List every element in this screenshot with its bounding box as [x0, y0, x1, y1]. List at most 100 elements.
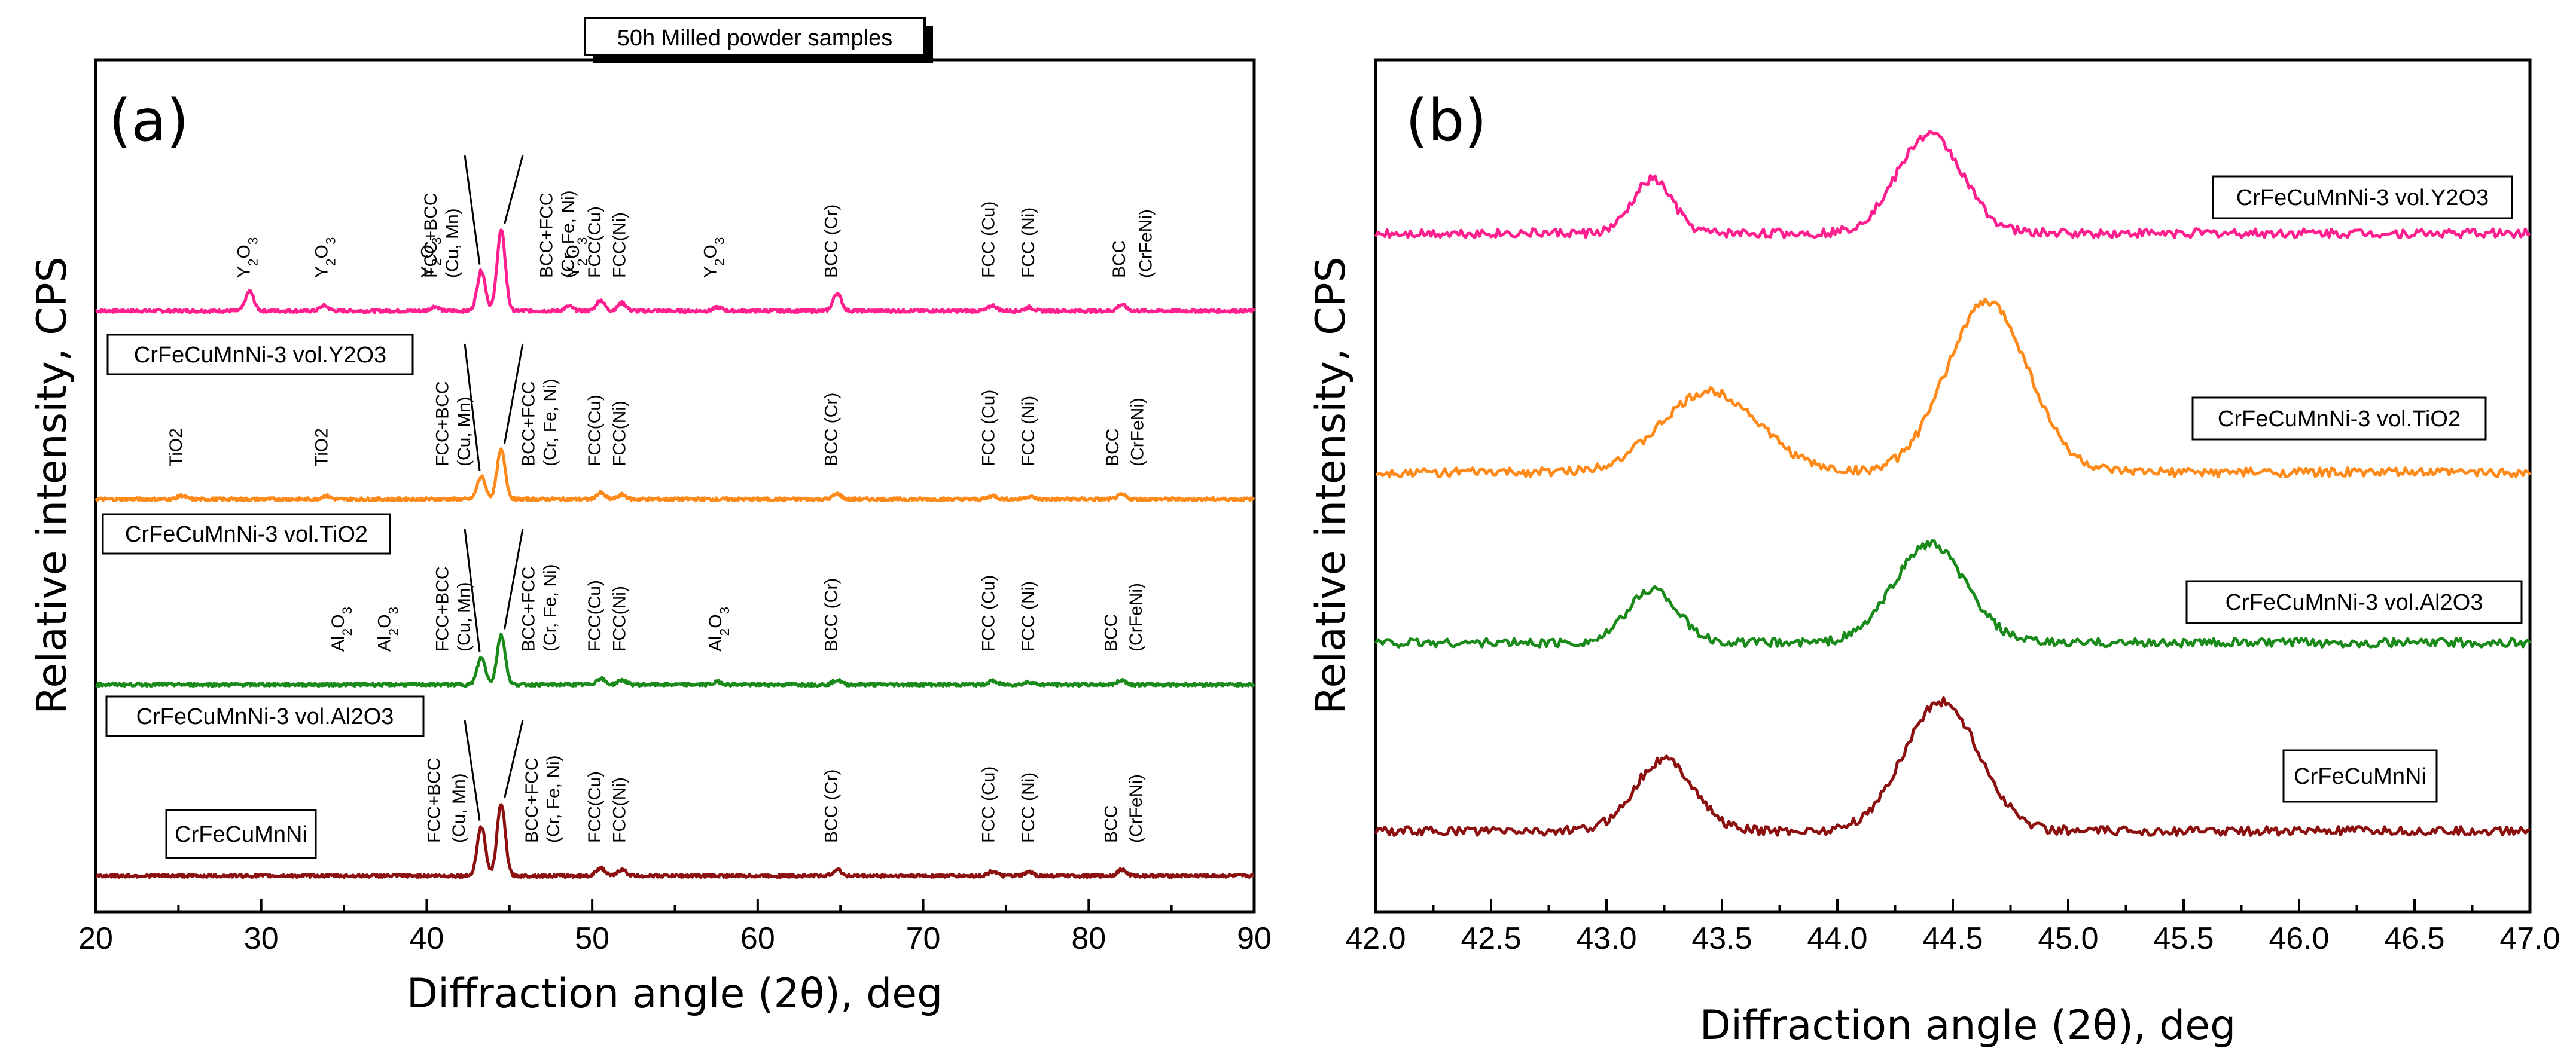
panel-a-legend-2: CrFeCuMnNi-3 vol.Al2O3	[105, 695, 425, 737]
panel-a-trace-0	[94, 228, 1256, 314]
panel-a-arrow	[464, 343, 481, 471]
panel-a-annotation: (Cr, Fe, Ni)	[544, 755, 563, 843]
panel-a-xtick-label: 70	[906, 921, 941, 956]
panel-b-xtick-label: 46.5	[2384, 921, 2444, 956]
panel-b: (b) CrFeCuMnNi-3 vol.Y2O3 CrFeCuMnNi-3 vo…	[1307, 58, 2560, 1049]
panel-a-annotation: Y2O3	[418, 237, 444, 278]
panel-b-trace-0	[1374, 130, 2531, 239]
panel-a-trace-2	[94, 632, 1255, 688]
panel-a-annotation: FCC (Cu)	[979, 201, 999, 278]
panel-a-annotation: FCC(Ni)	[610, 777, 630, 843]
panel-b-xtick-label: 45.5	[2153, 921, 2214, 956]
panel-a-annotation: (CrFeNi)	[1128, 398, 1148, 466]
panel-a-annotation: FCC (Cu)	[979, 575, 999, 652]
panel-a-frame	[94, 58, 1256, 914]
panel-a-arrow	[504, 720, 524, 799]
panel-a-annotation: Y2O3	[701, 237, 727, 278]
panel-a-annotation: (CrFeNi)	[1126, 583, 1146, 652]
panel-a-xlabel: Diffraction angle (2θ), deg	[407, 970, 943, 1018]
panel-a-annotation: TiO2	[312, 428, 331, 466]
panel-a-annotation: FCC(Ni)	[610, 586, 630, 652]
panel-b-xtick-label: 43.5	[1691, 921, 1752, 956]
panel-b-xlabel: Diffraction angle (2θ), deg	[1700, 1002, 2236, 1049]
panel-a-annotation: Al2O3	[328, 607, 355, 652]
panel-a-arrow	[464, 528, 481, 652]
panel-a-annotation: BCC+FCC	[519, 381, 538, 466]
panel-a-annotation: FCC(Cu)	[585, 580, 605, 652]
panel-a-arrow	[504, 343, 524, 444]
panel-b-trace-2	[1374, 539, 2531, 649]
panel-a-annotation: BCC	[1101, 614, 1121, 652]
panel-b-legend-1: CrFeCuMnNi-3 vol.TiO2	[2191, 396, 2487, 441]
panel-a-annotation: FCC+BCC	[425, 757, 444, 843]
panel-b-legend-label: CrFeCuMnNi	[2294, 764, 2426, 789]
panel-b-trace-1	[1375, 297, 2532, 478]
panel-b-xtick-label: 47.0	[2499, 921, 2560, 956]
panel-a-annotation: BCC	[1109, 240, 1129, 278]
panel-a-annotation: BCC+FCC	[537, 193, 557, 278]
panel-b-ylabel: Relative intensity, CPS	[1307, 256, 1355, 714]
panel-a-xtick-label: 30	[244, 921, 279, 956]
panel-a-xtick-label: 20	[78, 921, 113, 956]
panel-a-annotation: FCC(Ni)	[610, 401, 630, 466]
panel-a-annotation: FCC(Cu)	[585, 206, 605, 278]
panel-b-xtick-label: 42.0	[1345, 921, 1406, 956]
panel-a-arrow	[504, 155, 524, 225]
panel-a-annotation: FCC (Ni)	[1019, 581, 1038, 652]
panel-a-annotation: (Cu, Mn)	[449, 773, 469, 843]
panel-a-annotation: FCC(Cu)	[585, 771, 605, 843]
panel-a-annotation: FCC (Ni)	[1019, 207, 1038, 278]
panel-a-annotation: (Cu, Mn)	[454, 582, 474, 652]
panel-a-xtick-label: 60	[740, 921, 775, 956]
panel-b-trace-3	[1374, 696, 2531, 837]
panel-a-annotation: (CrFeNi)	[1136, 209, 1156, 278]
panel-b-legend-3: CrFeCuMnNi	[2282, 749, 2438, 803]
panel-b-legend-0: CrFeCuMnNi-3 vol.Y2O3	[2212, 175, 2513, 219]
panel-a-label: (a)	[109, 87, 189, 154]
panel-a-annotation: Y2O3	[234, 237, 260, 278]
panel-a-annotation: FCC+BCC	[432, 381, 452, 466]
panel-b-label: (b)	[1406, 87, 1487, 154]
panel-a-annotation: BCC+FCC	[522, 757, 542, 843]
panel-b-legend-label: CrFeCuMnNi-3 vol.TiO2	[2218, 407, 2461, 432]
panel-a-annotation: BCC (Cr)	[822, 393, 842, 466]
panel-a-annotation: (CrFeNi)	[1126, 774, 1146, 843]
panel-a-annotation: Al2O3	[706, 607, 732, 652]
panel-a-arrow	[464, 155, 481, 265]
panel-b-legend-label: CrFeCuMnNi-3 vol.Y2O3	[2236, 185, 2489, 210]
panel-a-annotation: Y2O3	[312, 237, 338, 278]
panel-b-xtick-label: 42.5	[1461, 921, 1521, 956]
panel-a-annotation: FCC (Cu)	[979, 390, 999, 466]
panel-a-legend-label: CrFeCuMnNi-3 vol.Y2O3	[134, 343, 386, 368]
panel-a-annotation: FCC+BCC	[421, 193, 441, 278]
panel-a-annotation: FCC(Ni)	[610, 212, 630, 278]
panel-a-legend-0: CrFeCuMnNi-3 vol.Y2O3	[106, 334, 414, 375]
panel-b-xtick-label: 45.0	[2038, 921, 2098, 956]
panel-a-legend-3: CrFeCuMnNi	[165, 809, 317, 859]
panel-a-annotation: (Cu, Mn)	[443, 208, 462, 278]
panel-a-legend-label: CrFeCuMnNi-3 vol.TiO2	[125, 522, 368, 547]
panel-b-xtick-label: 43.0	[1576, 921, 1636, 956]
panel-a-annotation: (Cr, Fe, Ni)	[559, 190, 578, 278]
panel-a-arrow	[504, 528, 524, 630]
panel-b-xtick-label: 44.0	[1807, 921, 1867, 956]
panel-b-legend-label: CrFeCuMnNi-3 vol.Al2O3	[2226, 590, 2483, 615]
panel-a-annotation: BCC (Cr)	[822, 204, 842, 278]
panel-a-annotation: FCC (Cu)	[979, 766, 999, 843]
panel-b-xtick-label: 44.5	[1922, 921, 1983, 956]
panel-a-annotation: Al2O3	[375, 607, 401, 652]
panel-a-annotation: BCC	[1101, 805, 1121, 843]
panel-a-annotation: Y2O3	[563, 237, 590, 278]
panel-a-ylabel: Relative intensity, CPS	[29, 256, 76, 714]
panel-a-trace-3	[94, 803, 1255, 879]
panel-a-xtick-label: 40	[410, 921, 444, 956]
panel-a-trace-1	[94, 447, 1255, 503]
header-label: 50h Milled powder samples	[584, 17, 933, 63]
panel-b-xtick-label: 46.0	[2269, 921, 2329, 956]
panel-a-annotation: FCC+BCC	[432, 566, 452, 652]
panel-a-legend-label: CrFeCuMnNi	[175, 822, 307, 847]
panel-a-annotation: FCC(Cu)	[585, 395, 605, 466]
panel-a-legend-label: CrFeCuMnNi-3 vol.Al2O3	[136, 704, 394, 729]
